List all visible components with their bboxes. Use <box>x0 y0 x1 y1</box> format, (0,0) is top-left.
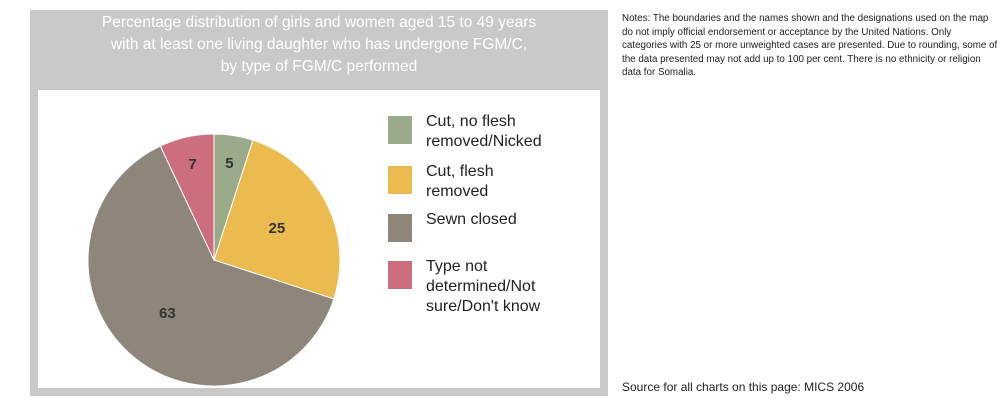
pie-value-label-not-determined: 7 <box>188 156 196 173</box>
pie-value-label-nicked: 5 <box>225 155 233 172</box>
legend-label-line: sure/Don't know <box>426 298 541 315</box>
pie-value-label-flesh-removed: 25 <box>269 220 286 237</box>
chart-title-line-1: Percentage distribution of girls and wom… <box>101 14 537 31</box>
chart-title-line-2: with at least one living daughter who ha… <box>110 36 528 53</box>
pie-slice-sewn-closed <box>87 145 335 387</box>
notes-text: Notes: The boundaries and the names show… <box>622 13 998 78</box>
legend-swatch-nicked <box>388 116 412 144</box>
legend-label-line: determined/Not <box>426 278 536 295</box>
chart-title-line-3: by type of FGM/C performed <box>220 58 418 75</box>
legend-label-nicked: Cut, no flesh removed/Nicked <box>426 112 598 152</box>
legend-label-line: removed/Nicked <box>426 133 542 150</box>
chart-title: Percentage distribution of girls and wom… <box>30 12 608 78</box>
legend-swatch-sewn-closed <box>388 214 412 242</box>
legend-label-line: Type not <box>426 258 488 275</box>
pie-value-label-sewn-closed: 63 <box>159 305 176 322</box>
legend-label-line: Cut, flesh <box>426 163 494 180</box>
legend-swatch-flesh-removed <box>388 166 412 194</box>
legend-swatch-not-determined <box>388 261 412 289</box>
legend-label-line: Cut, no flesh <box>426 113 516 130</box>
legend-label-not-determined: Type not determined/Not sure/Don't know <box>426 257 598 317</box>
pie-slice-not-determined <box>159 133 215 261</box>
source-text: Source for all charts on this page: MICS… <box>622 380 865 394</box>
legend-label-line: removed <box>426 183 489 200</box>
legend-label-sewn-closed: Sewn closed <box>426 210 598 230</box>
plot-area: 5 25 63 7 Cut, no flesh removed/Nicked Cut, f… <box>38 90 600 388</box>
chart-frame: Percentage distribution of girls and wom… <box>30 10 608 396</box>
legend-label-line: Sewn closed <box>426 211 517 228</box>
pie-slice-flesh-removed <box>213 139 341 300</box>
legend-label-flesh-removed: Cut, flesh removed <box>426 162 598 202</box>
pie-chart: 5 25 63 7 <box>87 133 341 387</box>
